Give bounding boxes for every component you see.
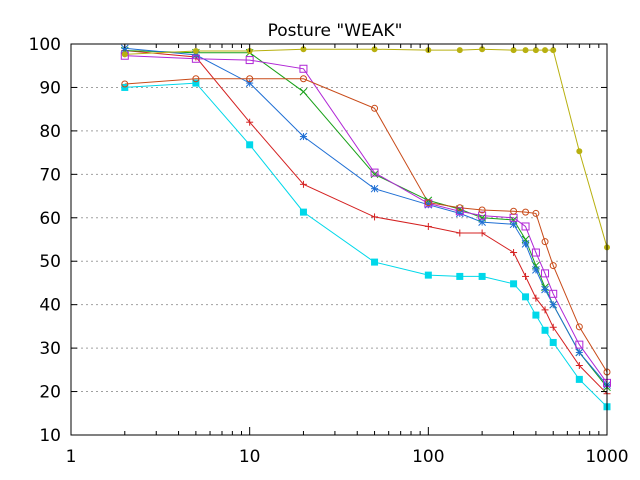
series-1-point [522, 272, 530, 280]
series-1-point [532, 294, 540, 302]
series-4-point [245, 56, 254, 65]
y-tick-label: 100 [29, 35, 61, 55]
series-7-point [371, 104, 379, 112]
series-5-point [549, 338, 557, 346]
series-2-point [370, 170, 379, 179]
series-4-point [575, 340, 584, 349]
series-7-point [121, 80, 129, 88]
series-3-point [549, 300, 558, 309]
series-6-point [510, 47, 517, 54]
y-tick-label: 70 [39, 165, 61, 185]
y-tick-label: 90 [39, 78, 61, 98]
series-7-point [522, 208, 530, 216]
series-7-point [532, 209, 540, 217]
series-6-point [456, 47, 463, 54]
series-4-point [478, 211, 487, 220]
series-6-point [522, 47, 529, 54]
series-5-point [532, 311, 540, 319]
series-6-point [532, 47, 539, 54]
series-4-point [521, 222, 530, 231]
series-7-point [575, 323, 583, 331]
series-5-point [456, 272, 464, 280]
series-7-point [510, 207, 518, 215]
series-5-point [575, 375, 583, 383]
series-1-point [246, 118, 254, 126]
series-6-point [479, 46, 486, 53]
series-3-point [370, 184, 379, 193]
series-3-point [299, 132, 308, 141]
series-7-point [541, 238, 549, 246]
series-5-point [192, 79, 200, 87]
series-2-point [299, 87, 308, 96]
y-tick-label: 40 [39, 296, 61, 316]
series-3-point [575, 348, 584, 357]
series-7-point [246, 75, 254, 83]
series-7-point [456, 204, 464, 212]
series-5-point [371, 258, 379, 266]
series-6-point [576, 148, 583, 155]
x-tick-label: 100 [412, 447, 444, 467]
x-tick-label: 10 [239, 447, 261, 467]
x-tick-label: 1000 [585, 447, 628, 467]
series-4-point [455, 207, 464, 216]
plot-frame [70, 43, 608, 436]
x-tick-label: 1 [66, 447, 77, 467]
y-tick-label: 50 [39, 252, 61, 272]
series-1-point [478, 229, 486, 237]
series-7-line [124, 78, 608, 373]
series-4-point [541, 269, 550, 278]
series-7-point [424, 199, 432, 207]
series-1-point [541, 306, 549, 314]
series-5-point [299, 208, 307, 216]
series-5-point [424, 271, 432, 279]
series-4-point [531, 248, 540, 257]
series-5-point [478, 272, 486, 280]
series-6-point [121, 51, 128, 58]
chart-title: Posture "WEAK" [268, 21, 403, 41]
series-1-point [424, 222, 432, 230]
series-5-point [510, 280, 518, 288]
series-6-point [542, 47, 549, 54]
series-4-point [299, 64, 308, 73]
y-tick-label: 80 [39, 122, 61, 142]
series-6-point [550, 47, 557, 54]
series-7-point [478, 206, 486, 214]
series-6-point [300, 46, 307, 53]
series-4-point [549, 289, 558, 298]
series-6-point [192, 47, 199, 54]
y-tick-label: 30 [39, 339, 61, 359]
series-4-point [191, 54, 200, 63]
series-3-point [509, 220, 518, 229]
series-4-line [124, 55, 608, 384]
y-tick-label: 20 [39, 383, 61, 403]
series-markers [120, 44, 611, 411]
series-3-point [478, 218, 486, 226]
series-1-point [299, 180, 307, 188]
series-3-point [532, 266, 540, 274]
series-7-point [549, 262, 557, 270]
series-3-point [541, 285, 549, 294]
series-7-point [299, 75, 307, 83]
series-6-point [371, 46, 378, 53]
series-7-point [192, 75, 200, 83]
series-3-point [521, 239, 530, 248]
series-1-point [575, 361, 583, 369]
series-5-point [246, 141, 254, 149]
series-1-point [371, 213, 379, 221]
series-4-point [370, 168, 379, 177]
series-1-point [549, 323, 557, 331]
series-5-point [541, 326, 549, 334]
y-tick-label: 10 [39, 426, 61, 446]
y-tick-label: 60 [39, 209, 61, 229]
series-1-point [456, 229, 464, 237]
series-1-point [510, 249, 518, 257]
series-5-point [522, 293, 530, 301]
